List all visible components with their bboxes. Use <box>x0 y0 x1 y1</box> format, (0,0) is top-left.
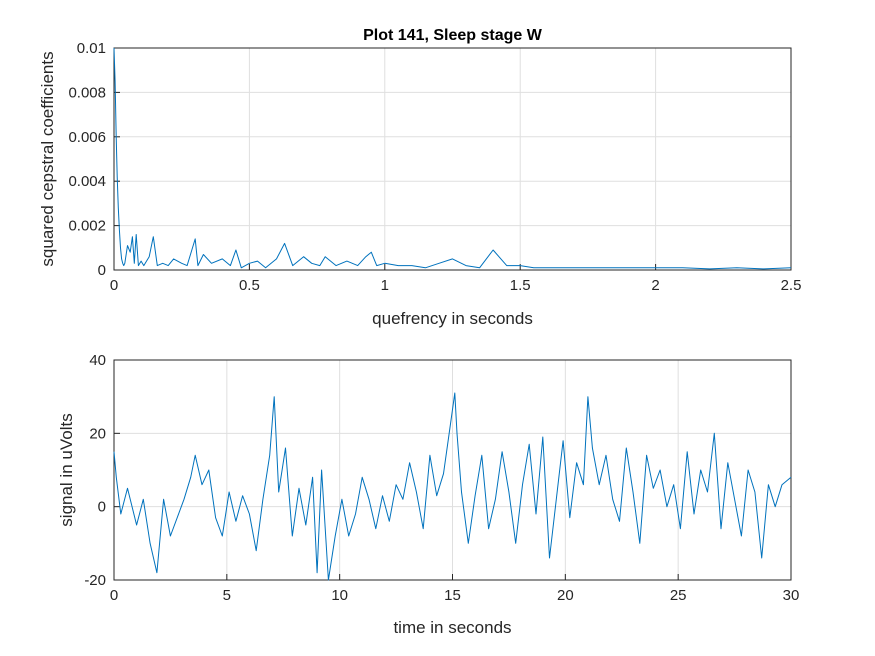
signal-x-tick-label: 25 <box>670 587 687 604</box>
signal-series <box>113 392 792 581</box>
cepstrum-x-axis-label: quefrency in seconds <box>372 309 533 328</box>
signal-x-tick-label: 5 <box>223 587 231 604</box>
cepstrum-x-tick-label: 0 <box>110 277 118 294</box>
cepstrum-title: Plot 141, Sleep stage W <box>363 27 543 44</box>
cepstrum-y-tick-label: 0.008 <box>68 84 106 101</box>
cepstrum-y-tick-label: 0.006 <box>68 129 106 146</box>
cepstrum-y-tick-label: 0.01 <box>77 40 106 57</box>
signal-y-tick-label: 40 <box>89 352 106 369</box>
cepstrum-x-tick-label: 2 <box>651 277 659 294</box>
signal-x-axis-label: time in seconds <box>393 618 511 637</box>
signal-x-tick-label: 10 <box>331 587 348 604</box>
cepstrum-ticks: 0 0.5 1 1.5 2 2.5 0 0.002 0.004 0.006 0.008 0.01 <box>68 40 801 294</box>
signal-x-tick-label: 0 <box>110 587 118 604</box>
signal-x-tick-label: 15 <box>444 587 461 604</box>
signal-x-tick-label: 30 <box>783 587 800 604</box>
cepstrum-y-tick-label: 0.002 <box>68 218 106 235</box>
cepstrum-y-axis-label: squared cepstral coefficients <box>38 51 57 266</box>
cepstrum-series <box>113 47 792 270</box>
cepstrum-plot: 0 0.5 1 1.5 2 2.5 0 0.002 0.004 0.006 0.008 0.01 Pl… <box>38 27 801 328</box>
cepstrum-axes-box <box>113 47 792 271</box>
signal-x-tick-label: 20 <box>557 587 574 604</box>
cepstrum-series-line <box>113 47 792 270</box>
signal-y-tick-label: -20 <box>84 572 106 589</box>
cepstrum-y-tick-label: 0.004 <box>68 173 106 190</box>
cepstrum-grid <box>113 47 792 271</box>
cepstrum-x-tick-label: 0.5 <box>239 277 260 294</box>
signal-y-tick-label: 20 <box>89 425 106 442</box>
cepstrum-y-tick-label: 0 <box>98 262 106 279</box>
signal-series-line <box>113 392 792 581</box>
cepstrum-x-tick-label: 1 <box>381 277 389 294</box>
signal-y-tick-label: 0 <box>98 499 106 516</box>
cepstrum-x-tick-label: 2.5 <box>781 277 802 294</box>
signal-y-axis-label: signal in uVolts <box>57 413 76 526</box>
cepstrum-x-tick-label: 1.5 <box>510 277 531 294</box>
